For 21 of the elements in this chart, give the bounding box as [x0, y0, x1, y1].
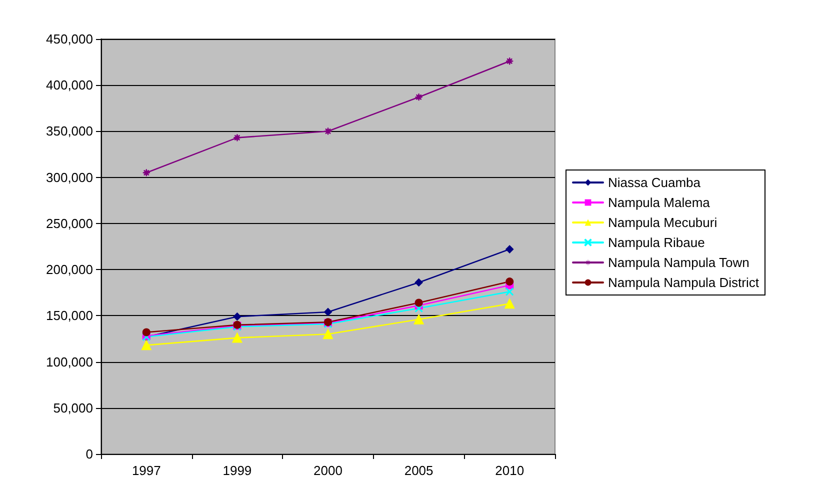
y-tick-label: 100,000: [46, 354, 93, 370]
x-tick-label: 2000: [314, 463, 342, 478]
y-tick-label: 400,000: [46, 78, 93, 93]
legend-label: Nampula Nampula Town: [608, 255, 750, 270]
y-tick-label: 200,000: [46, 262, 93, 278]
x-tick-label: 1999: [222, 463, 252, 478]
y-tick-label: 50,000: [53, 400, 93, 416]
legend-label: Nampula Ribaue: [608, 235, 705, 250]
legend-label: Nampula Mecuburi: [608, 215, 718, 230]
x-tick-label: 2010: [495, 463, 524, 478]
y-tick-label: 450,000: [46, 32, 93, 46]
legend-label: Nampula Malema: [608, 195, 711, 210]
y-tick-label: 250,000: [46, 216, 93, 231]
y-tick-label: 350,000: [46, 124, 93, 139]
x-tick-label: 2005: [404, 463, 434, 478]
x-tick-label: 1997: [132, 463, 161, 478]
y-tick-label: 300,000: [46, 170, 93, 185]
legend-label: Nampula Nampula District: [608, 275, 760, 290]
y-tick-label: 0: [86, 446, 93, 462]
y-tick-label: 150,000: [46, 308, 93, 324]
legend-label: Niassa Cuamba: [608, 175, 702, 190]
